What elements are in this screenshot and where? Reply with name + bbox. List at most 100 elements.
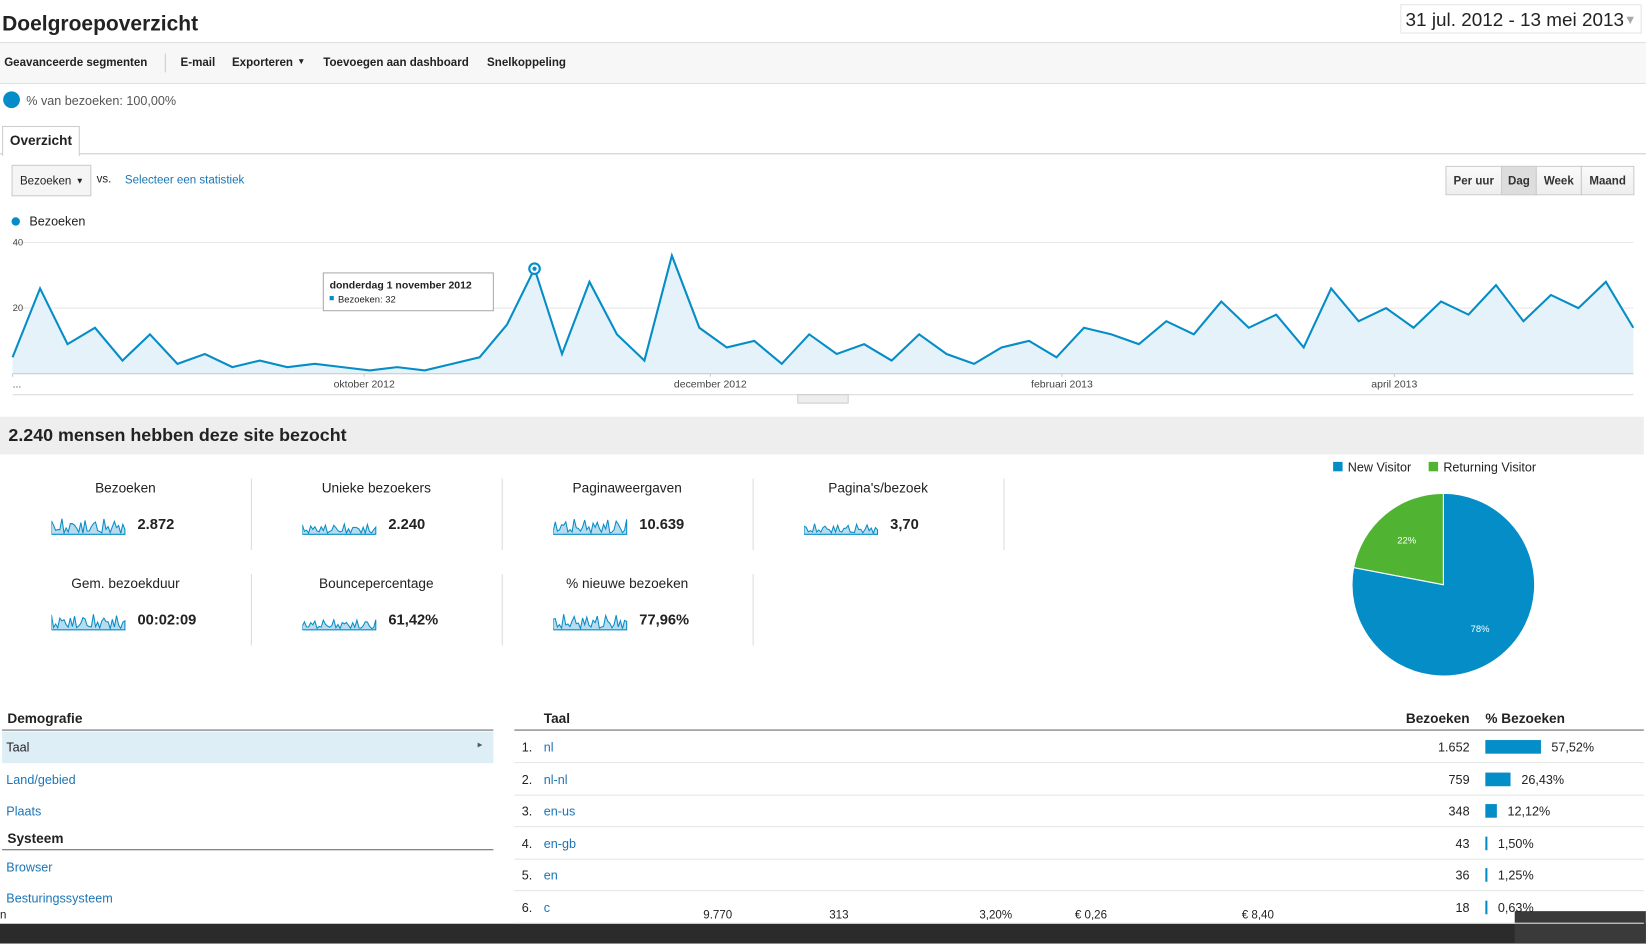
sparkline bbox=[51, 518, 126, 535]
tooltip-swatch bbox=[329, 296, 334, 301]
nav-item[interactable]: Plaats bbox=[6, 804, 42, 819]
share-label: 26,43% bbox=[1521, 772, 1565, 787]
row-name[interactable]: en bbox=[543, 868, 558, 883]
y-tick-label: 40 bbox=[13, 238, 23, 249]
dropdown-arrow: ▼ bbox=[297, 56, 306, 67]
legend-label: Bezoeken bbox=[29, 215, 85, 229]
toolbar-item[interactable]: E-mail bbox=[180, 56, 216, 70]
toolbar-item[interactable]: Snelkoppeling bbox=[487, 56, 566, 70]
row-name[interactable]: c bbox=[543, 900, 551, 915]
date-range-text: 31 jul. 2012 - 13 mei 2013 bbox=[1405, 9, 1625, 31]
row-visits: 759 bbox=[1448, 772, 1470, 787]
share-label: 0,63% bbox=[1497, 900, 1534, 915]
nav-rule bbox=[2, 848, 494, 850]
sparkline-path bbox=[51, 614, 126, 631]
sparkline-path bbox=[51, 518, 126, 535]
table-row bbox=[514, 763, 1644, 796]
pie-slice bbox=[1353, 492, 1444, 586]
share-label: 12,12% bbox=[1507, 804, 1551, 819]
nav-item[interactable]: Taal bbox=[6, 740, 30, 755]
share-bar bbox=[1485, 900, 1488, 914]
share-bar bbox=[1485, 868, 1488, 882]
period-button[interactable]: Maand bbox=[1580, 165, 1635, 196]
page-title: Doelgroepoverzicht bbox=[2, 12, 199, 36]
table-header: % Bezoeken bbox=[1485, 710, 1565, 727]
metric-label: Pagina's/bezoek bbox=[828, 479, 928, 496]
period-button[interactable]: Week bbox=[1535, 165, 1582, 196]
nav-selected bbox=[2, 731, 494, 764]
segment-icon bbox=[3, 91, 20, 109]
date-range[interactable]: 31 jul. 2012 - 13 mei 2013 ▼ bbox=[1400, 4, 1642, 34]
share-label: 1,50% bbox=[1497, 836, 1534, 851]
strip-text: 9.770 bbox=[703, 909, 733, 922]
share-bar bbox=[1485, 772, 1511, 786]
metric-value: 10.639 bbox=[639, 515, 685, 533]
strip-text: 313 bbox=[829, 909, 849, 922]
highlight-dot bbox=[532, 266, 537, 271]
taskbar bbox=[0, 923, 1646, 944]
x-tick-label: februari 2013 bbox=[1031, 379, 1093, 390]
metric-dropdown[interactable]: Bezoeken ▼ bbox=[11, 164, 92, 197]
period-button[interactable]: Per uur bbox=[1445, 165, 1503, 196]
metric-value: 2.872 bbox=[137, 515, 175, 533]
strip-text: € 0,26 bbox=[1074, 909, 1108, 922]
line bbox=[11, 252, 1635, 372]
strip-text: n bbox=[0, 909, 7, 922]
slice-label: 22% bbox=[1397, 536, 1416, 547]
y-tick-label: 20 bbox=[13, 303, 23, 314]
table-row bbox=[514, 859, 1644, 892]
strip-text: 3,20% bbox=[979, 909, 1013, 922]
table-row bbox=[514, 891, 1644, 924]
sparkline-path bbox=[553, 519, 628, 536]
row-visits: 36 bbox=[1455, 868, 1470, 883]
metric-label: Gem. bezoekduur bbox=[71, 575, 180, 591]
sparkline-path bbox=[302, 521, 377, 535]
legend-label: Returning Visitor bbox=[1443, 460, 1536, 474]
row-rank: 6. bbox=[521, 900, 533, 915]
sparkline-path bbox=[302, 618, 377, 631]
metric-label: Paginaweergaven bbox=[572, 479, 682, 496]
share-bar bbox=[1485, 740, 1541, 754]
pie-chart: 78% New Visitor 22% Returning Visitor bbox=[1333, 460, 1536, 677]
row-rank: 2. bbox=[521, 772, 533, 787]
row-name[interactable]: en-gb bbox=[543, 836, 576, 851]
period-button[interactable]: Dag bbox=[1501, 165, 1537, 196]
select-metric[interactable]: Selecteer een statistiek bbox=[124, 174, 245, 187]
vs-label: vs. bbox=[96, 173, 112, 186]
metric-text: Bezoeken bbox=[19, 175, 72, 188]
metric-value: 2.240 bbox=[388, 515, 426, 533]
tab[interactable]: Overzicht bbox=[2, 125, 80, 157]
table-row bbox=[514, 795, 1644, 828]
row-name[interactable]: en-us bbox=[543, 804, 576, 819]
toolbar-item[interactable]: Exporteren bbox=[231, 56, 293, 70]
metric-label: Unieke bezoekers bbox=[321, 479, 431, 496]
area bbox=[12, 255, 1634, 374]
row-rank: 3. bbox=[521, 804, 533, 819]
x-tick-label: april 2013 bbox=[1371, 379, 1417, 390]
nav-item[interactable]: Besturingssysteem bbox=[6, 891, 113, 906]
separator bbox=[752, 478, 754, 551]
metric-value: 61,42% bbox=[388, 610, 439, 628]
nav-item[interactable]: Land/gebied bbox=[6, 772, 76, 787]
sparkline bbox=[553, 613, 628, 631]
nav-item[interactable]: Browser bbox=[6, 859, 53, 874]
metric-value: 3,70 bbox=[890, 515, 919, 533]
separator bbox=[250, 478, 252, 551]
row-name[interactable]: nl-nl bbox=[543, 772, 568, 787]
slice-label: 78% bbox=[1471, 624, 1490, 635]
row-rank: 5. bbox=[521, 868, 533, 883]
row-rank: 1. bbox=[521, 740, 533, 755]
x-tick-label: ... bbox=[13, 379, 22, 390]
separator bbox=[752, 574, 754, 646]
legend-label: New Visitor bbox=[1348, 460, 1411, 474]
tooltip-text: Bezoeken: 32 bbox=[338, 294, 396, 305]
table-header: Bezoeken bbox=[1405, 710, 1470, 727]
row-name[interactable]: nl bbox=[543, 740, 554, 755]
sparkline bbox=[302, 521, 377, 535]
toolbar-item[interactable]: Toevoegen aan dashboard bbox=[323, 56, 469, 70]
x-tick-label: oktober 2012 bbox=[334, 379, 395, 390]
table-rule bbox=[514, 729, 1644, 731]
row-visits: 1.652 bbox=[1438, 740, 1470, 755]
separator bbox=[1003, 478, 1005, 551]
toolbar-item[interactable]: Geavanceerde segmenten bbox=[4, 56, 148, 70]
